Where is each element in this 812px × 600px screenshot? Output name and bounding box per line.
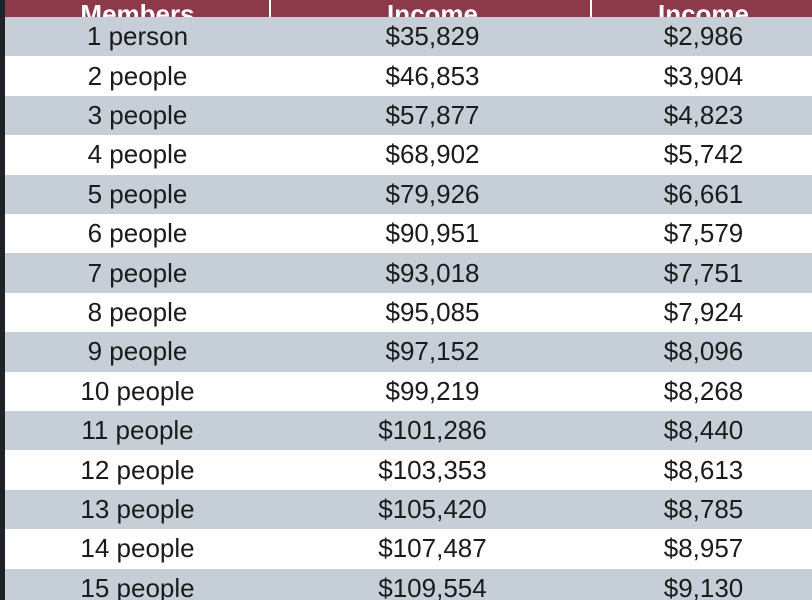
header-cell: Members	[5, 0, 270, 27]
table-cell: $7,579	[663, 218, 744, 249]
table-cell: 6 people	[87, 218, 188, 249]
table-cell: 9 people	[87, 336, 188, 367]
table-cell: 5 people	[87, 178, 188, 209]
header-cell: Income	[595, 0, 812, 27]
table-row: 14 people $107,487 $8,957	[5, 529, 812, 569]
table-cell: 14 people	[80, 533, 195, 564]
table-cell: $46,853	[385, 60, 480, 91]
table-cell: $109,554	[378, 572, 487, 600]
table-cell: $103,353	[378, 454, 487, 485]
table-cell: $97,152	[385, 336, 480, 367]
table-cell: $105,420	[378, 493, 487, 524]
table-cell: 4 people	[87, 139, 188, 170]
table-cell: 7 people	[87, 257, 188, 288]
table-cell: 11 people	[81, 415, 194, 446]
table-cell: 12 people	[80, 454, 195, 485]
table-cell: $8,613	[663, 454, 744, 485]
table-row: 9 people $97,152 $8,096	[5, 332, 812, 372]
table-cell: $8,096	[663, 336, 744, 367]
table-cell: 2 people	[87, 60, 188, 91]
table-cell: $8,268	[663, 375, 744, 406]
table-cell: 8 people	[87, 296, 188, 327]
table-row: 1 person $35,829 $2,986	[5, 17, 812, 57]
table-row: 5 people $79,926 $6,661	[5, 174, 812, 214]
table-cell: $107,487	[378, 533, 487, 564]
income-table: Members Income Income 1 person $35,829 $2,…	[5, 0, 812, 600]
table-cell: $9,130	[663, 572, 744, 600]
table-cell: $7,751	[663, 257, 744, 288]
table-cell: $101,286	[378, 415, 487, 446]
table-cell: $93,018	[385, 257, 480, 288]
table-cell: 1 person	[86, 21, 189, 52]
table-row: 2 people $46,853 $3,904	[5, 56, 812, 96]
table-row: 11 people $101,286 $8,440	[5, 411, 812, 451]
table-cell: $57,877	[385, 99, 480, 130]
header-row: Members Income Income	[5, 0, 812, 27]
table-cell: $8,785	[663, 493, 744, 524]
table-cell: 3 people	[87, 99, 188, 130]
table-row: 7 people $93,018 $7,751	[5, 253, 812, 293]
table-cell: $6,661	[663, 178, 744, 209]
table-cell: 10 people	[80, 375, 195, 406]
table-cell: 15 people	[80, 572, 195, 600]
table-cell: $99,219	[385, 375, 480, 406]
table-cell: $68,902	[385, 139, 480, 170]
table-cell: $8,957	[663, 533, 744, 564]
column-separator	[590, 0, 592, 17]
table-cell: $35,829	[385, 21, 480, 52]
table-cell: $95,085	[385, 296, 480, 327]
table-row: 10 people $99,219 $8,268	[5, 371, 812, 411]
table-row: 15 people $109,554 $9,130	[5, 568, 812, 600]
table-row: 3 people $57,877 $4,823	[5, 95, 812, 136]
table-row: 4 people $68,902 $5,742	[5, 135, 812, 175]
table-row: 12 people $103,353 $8,613	[5, 450, 812, 490]
table-cell: 13 people	[80, 493, 195, 524]
table-cell: $4,823	[663, 99, 744, 130]
table-cell: $8,440	[663, 415, 744, 446]
table-row: 6 people $90,951 $7,579	[5, 214, 812, 254]
table-cell: $5,742	[663, 139, 744, 170]
table-row: 13 people $105,420 $8,785	[5, 489, 812, 530]
table-cell: $90,951	[385, 218, 480, 249]
table-row: 8 people $95,085 $7,924	[5, 292, 812, 333]
table-cell: $3,904	[663, 60, 744, 91]
table-cell: $7,924	[663, 296, 744, 327]
table-cell: $2,986	[663, 21, 744, 52]
header-cell: Income	[270, 0, 595, 27]
table-cell: $79,926	[385, 178, 480, 209]
column-separator	[269, 0, 271, 17]
